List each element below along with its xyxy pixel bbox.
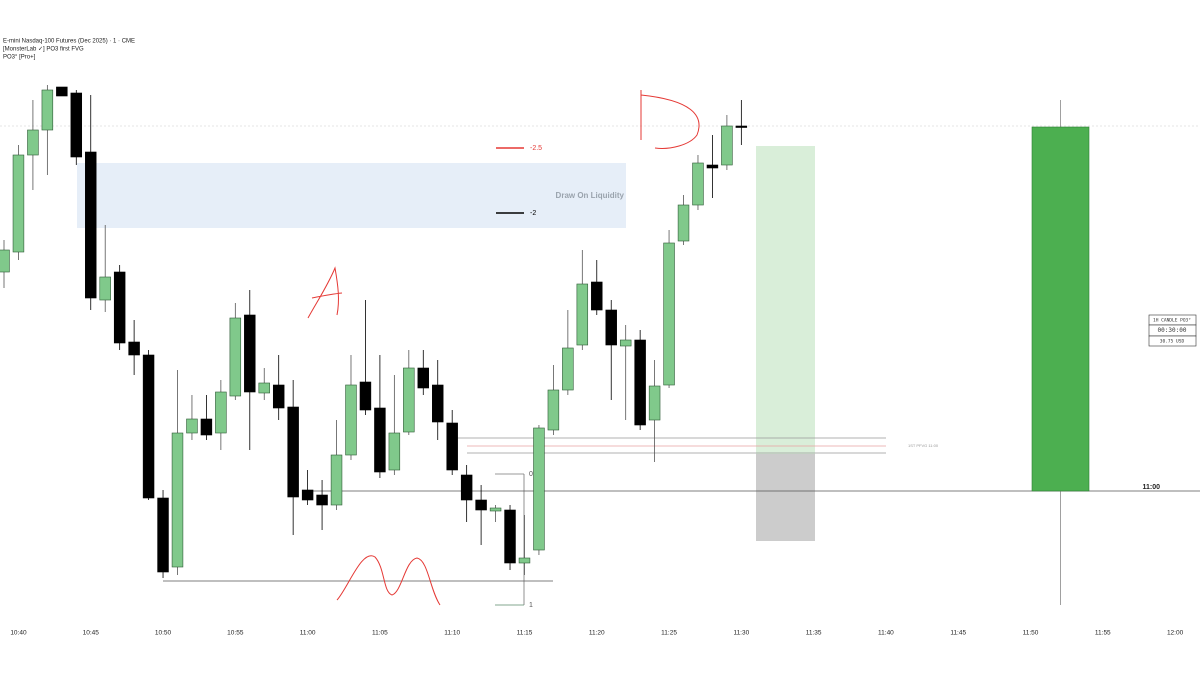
open-label: 11:00 (1142, 484, 1160, 491)
fib-label: 0 (529, 471, 533, 478)
candle-body (562, 347, 574, 391)
x-tick-label: 11:15 (517, 630, 533, 637)
candle-body (648, 385, 661, 421)
candle-body (417, 367, 429, 389)
candle-body (432, 384, 444, 423)
candle-body (460, 474, 473, 501)
candle-body (403, 367, 415, 433)
candle-body (446, 422, 458, 471)
candle-body (142, 354, 155, 499)
candle-body (113, 271, 126, 344)
x-tick-label: 10:45 (83, 630, 100, 637)
x-tick-label: 11:45 (950, 630, 966, 637)
candle-body (157, 497, 169, 573)
x-tick-label: 12:00 (1167, 630, 1184, 637)
stop-zone (756, 454, 815, 541)
zone-label: Draw On Liquidity (556, 191, 625, 200)
candle-body (475, 499, 487, 511)
candle-body (721, 125, 733, 166)
candle-body (634, 339, 646, 426)
candle-body (735, 125, 748, 128)
candle-body (258, 382, 270, 394)
indicator-name: [MonsterLab ✓] PO3 first FVG (3, 47, 84, 53)
chart-title: E-mini Nasdaq-100 Futures (Dec 2025) · 1… (3, 39, 135, 45)
candle-body (56, 86, 68, 97)
candle-body (576, 283, 589, 346)
candle-body (229, 317, 242, 397)
candle-body (591, 281, 603, 311)
candle-body (533, 427, 545, 551)
candle-body (200, 418, 213, 436)
htf-body (1031, 126, 1090, 492)
liquidity-zone (77, 163, 626, 228)
candle-body (301, 489, 314, 501)
candle-body (706, 164, 719, 169)
x-tick-label: 11:05 (372, 630, 388, 637)
drawing-a (307, 266, 343, 319)
fib-label: -2.5 (530, 145, 542, 152)
x-tick-label: 11:35 (806, 630, 822, 637)
fib-label: 1 (529, 602, 533, 609)
candle-body (41, 89, 54, 131)
candle-body (215, 391, 227, 434)
candle-body (489, 507, 502, 512)
x-tick-label: 11:00 (300, 630, 316, 637)
candle-body (619, 339, 632, 347)
x-tick-label: 11:20 (589, 630, 605, 637)
htf-timer: 00:30:00 (1158, 327, 1187, 334)
candle-body (27, 129, 39, 156)
fib-label: -2 (530, 210, 536, 217)
candle-body (85, 151, 97, 299)
candle-body (677, 204, 690, 242)
candle-body (504, 509, 516, 564)
candle-body (547, 389, 560, 431)
x-tick-label: 10:40 (10, 630, 27, 637)
candle-body (128, 341, 140, 356)
candle-body (171, 432, 184, 568)
candle-body (605, 309, 617, 346)
candle-body (518, 557, 531, 564)
candle-body (692, 162, 704, 206)
candle-body (287, 406, 299, 498)
target-zone (756, 146, 815, 454)
candle-body (316, 494, 328, 506)
x-tick-label: 11:10 (444, 630, 460, 637)
x-tick-label: 10:50 (155, 630, 172, 637)
candle-body (330, 454, 343, 506)
candle-body (374, 407, 386, 473)
x-tick-label: 11:30 (733, 630, 749, 637)
candle-body (345, 384, 357, 456)
candle-body (663, 242, 675, 386)
htf-box (1148, 335, 1197, 347)
x-tick-label: 10:55 (227, 630, 244, 637)
x-tick-label: 11:25 (661, 630, 677, 637)
candle-body (12, 154, 25, 253)
candle-body (272, 384, 285, 409)
candle-body (0, 249, 10, 273)
drawing-m (336, 555, 441, 606)
candle-body (359, 381, 372, 411)
x-tick-label: 11:40 (878, 630, 894, 637)
x-tick-label: 11:50 (1023, 630, 1039, 637)
htf-range: 30.75 USD (1160, 339, 1185, 345)
indicator-name: PO3° [Pro+] (3, 55, 36, 61)
candle-body (388, 432, 401, 471)
htf-label: 1H CANDLE PO3° (1153, 318, 1191, 324)
x-tick-label: 11:55 (1095, 630, 1111, 637)
candle-body (99, 276, 111, 301)
fvg-label: 1ST PFVG 11:00 (908, 443, 939, 448)
candle-body (244, 314, 256, 393)
candle-body (70, 92, 83, 158)
drawing-d (640, 90, 700, 149)
candle-body (186, 418, 198, 434)
